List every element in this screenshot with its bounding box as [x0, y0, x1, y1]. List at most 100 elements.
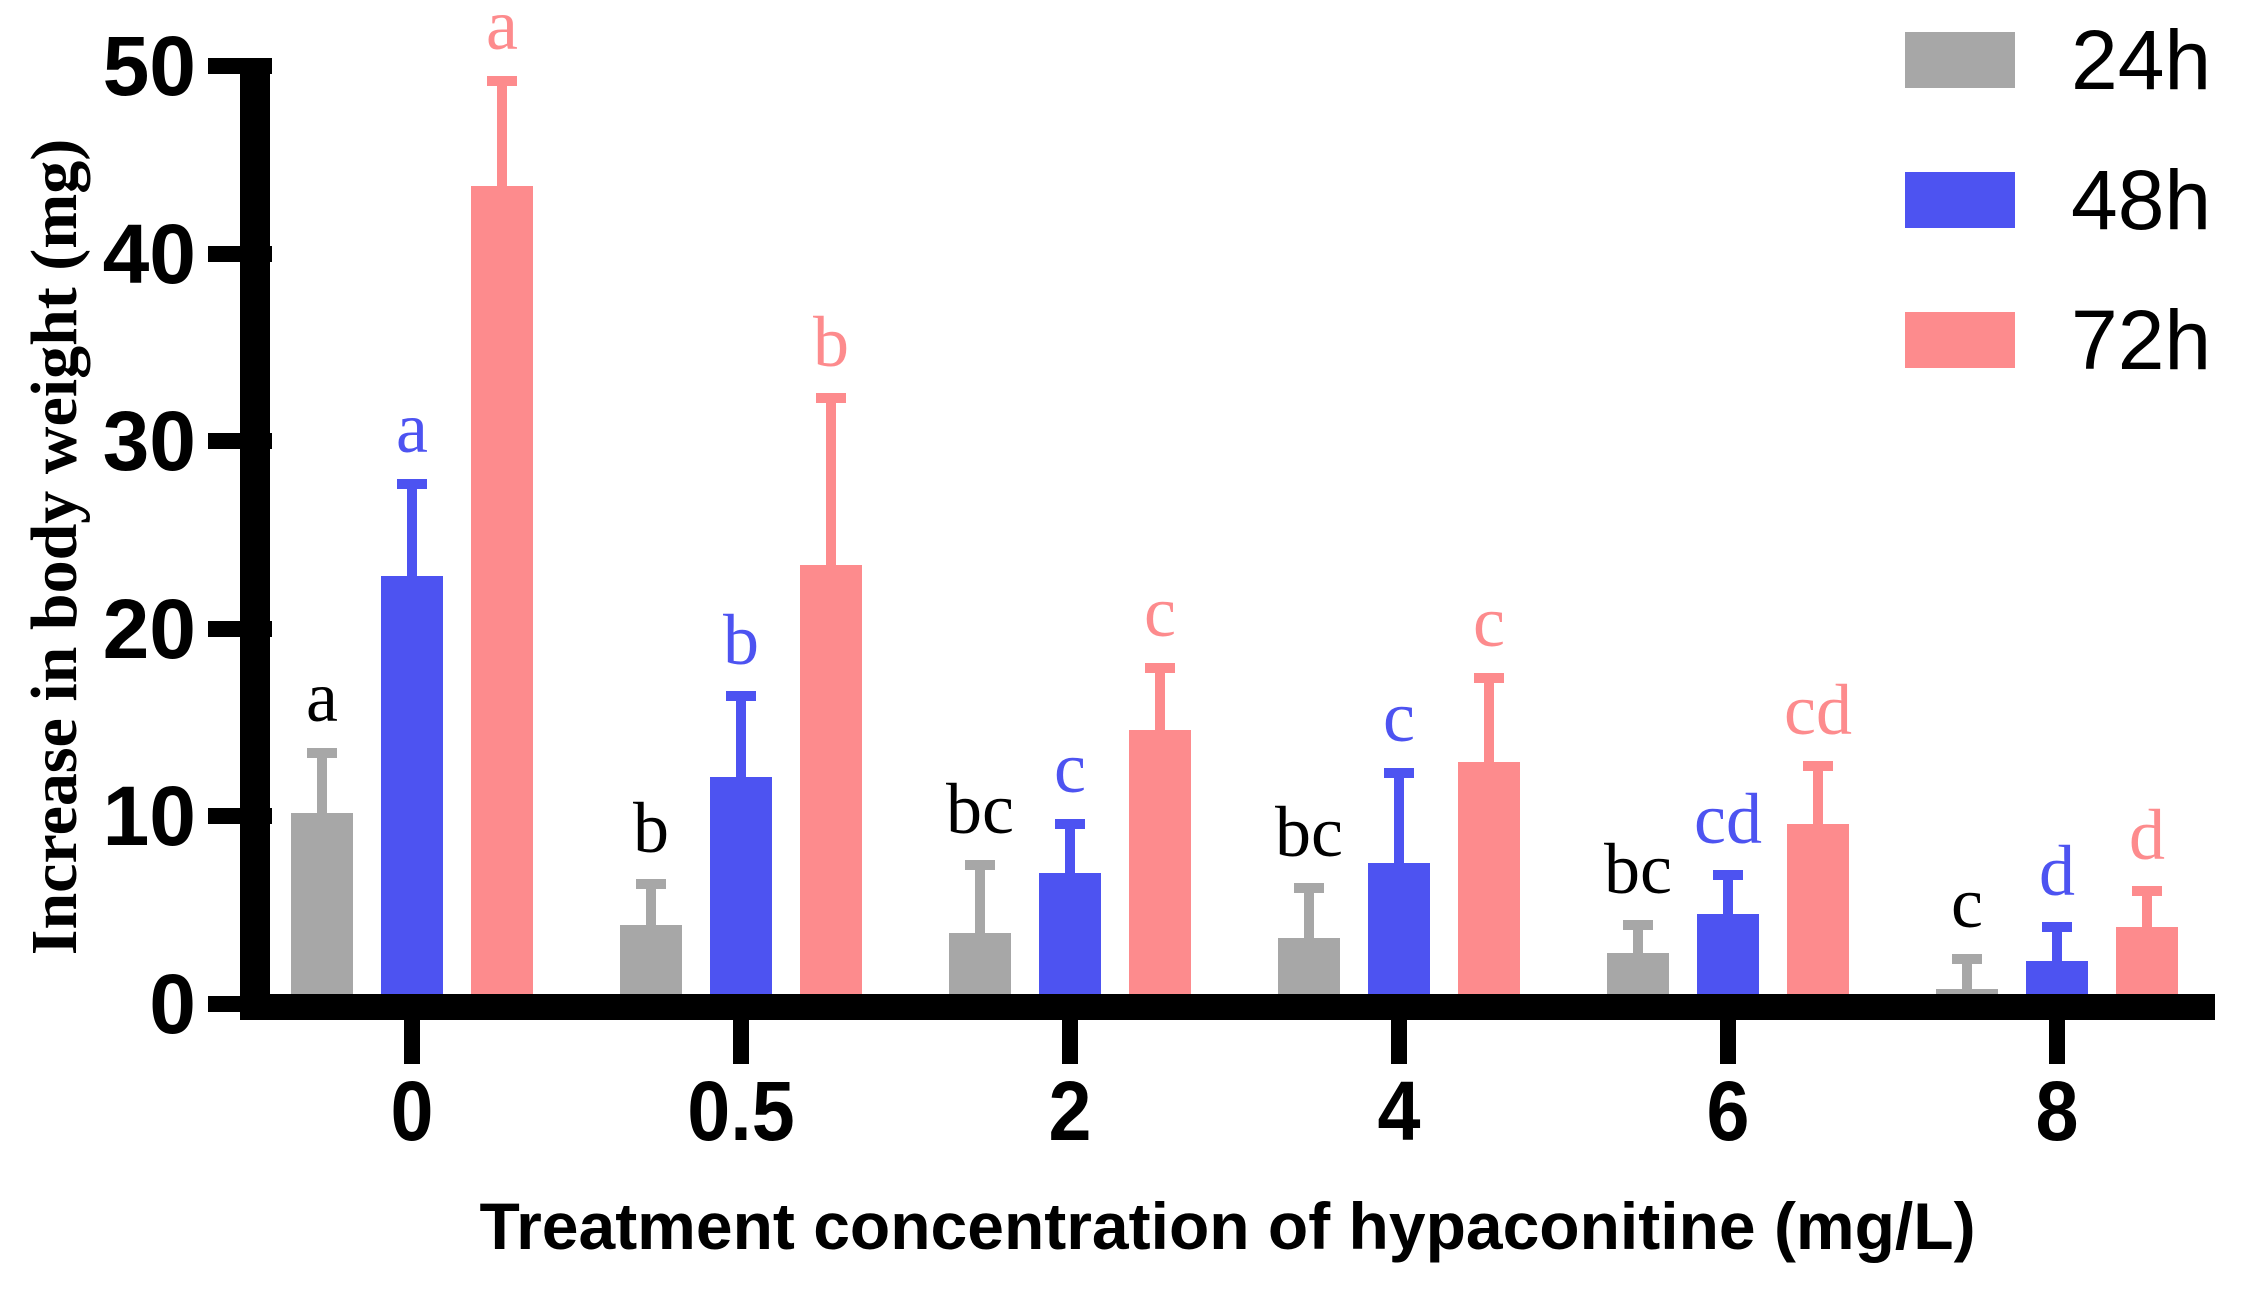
bar-48h-g4	[1697, 913, 1759, 994]
errorbar-cap-72h-g4	[1803, 760, 1833, 771]
legend-item-48h: 48h	[1905, 153, 2212, 247]
legend-label-48h: 48h	[2071, 153, 2212, 247]
errorbar-cap-72h-g2	[1145, 663, 1175, 674]
bar-24h-g0	[291, 812, 353, 994]
x-tick-label-g2: 2	[1048, 1064, 1092, 1158]
legend: 24h 48h 72h	[1905, 13, 2212, 387]
x-tick-label-g3: 4	[1377, 1064, 1421, 1158]
errorbar-line-72h-g0	[497, 81, 507, 187]
legend-item-24h: 24h	[1905, 13, 2212, 107]
y-tick-label-0: 0	[149, 957, 196, 1051]
errorbar-cap-48h-g5	[2042, 922, 2072, 933]
sig-letter-72h-g2: c	[1144, 572, 1176, 653]
x-tick-g5	[2049, 1020, 2065, 1064]
bar-72h-g4	[1787, 823, 1849, 994]
sig-letter-24h-g1: b	[633, 787, 669, 868]
legend-label-24h: 24h	[2071, 13, 2212, 107]
bar-48h-g5	[2026, 960, 2088, 994]
x-tick-label-g5: 8	[2035, 1064, 2079, 1158]
sig-letter-72h-g0: a	[486, 0, 518, 66]
bar-48h-g0	[381, 576, 443, 994]
sig-letter-24h-g0: a	[306, 656, 338, 737]
x-tick-g1	[733, 1020, 749, 1064]
bar-24h-g1	[620, 925, 682, 994]
x-axis-line	[240, 994, 2215, 1020]
errorbar-cap-72h-g0	[487, 76, 517, 87]
bar-72h-g2	[1129, 730, 1191, 994]
x-tick-g3	[1391, 1020, 1407, 1064]
bar-72h-g3	[1458, 762, 1520, 994]
errorbar-line-24h-g5	[1962, 958, 1972, 989]
errorbar-cap-72h-g1	[816, 393, 846, 404]
sig-letter-72h-g3: c	[1473, 581, 1505, 662]
errorbar-line-72h-g1	[826, 398, 836, 566]
bar-24h-g4	[1607, 953, 1669, 994]
sig-letter-24h-g2: bc	[946, 769, 1014, 850]
errorbar-line-48h-g5	[2052, 927, 2062, 961]
legend-item-72h: 72h	[1905, 293, 2212, 387]
bar-24h-g5	[1936, 988, 1998, 994]
sig-letter-24h-g4: bc	[1604, 829, 1672, 910]
legend-swatch-48h	[1905, 172, 2015, 228]
errorbar-cap-72h-g5	[2132, 886, 2162, 897]
x-tick-label-g0: 0	[390, 1064, 434, 1158]
errorbar-cap-24h-g4	[1623, 920, 1653, 931]
errorbar-cap-24h-g5	[1952, 953, 1982, 964]
bar-48h-g1	[710, 777, 772, 994]
errorbar-cap-24h-g3	[1294, 882, 1324, 893]
sig-letter-72h-g1: b	[813, 302, 849, 383]
x-tick-g2	[1062, 1020, 1078, 1064]
errorbar-line-48h-g2	[1065, 823, 1075, 873]
bar-48h-g3	[1368, 863, 1430, 994]
errorbar-line-48h-g4	[1723, 874, 1733, 914]
legend-swatch-72h	[1905, 312, 2015, 368]
errorbar-cap-48h-g1	[726, 691, 756, 702]
errorbar-line-72h-g5	[2142, 891, 2152, 928]
errorbar-line-72h-g2	[1155, 668, 1165, 731]
y-tick-label-50: 50	[102, 19, 196, 114]
legend-label-72h: 72h	[2071, 293, 2212, 387]
errorbar-cap-72h-g3	[1474, 672, 1504, 683]
bar-48h-g2	[1039, 872, 1101, 994]
legend-swatch-24h	[1905, 32, 2015, 88]
sig-letter-48h-g2: c	[1054, 727, 1086, 808]
errorbar-line-24h-g3	[1304, 887, 1314, 939]
bar-72h-g5	[2116, 927, 2178, 994]
x-tick-g4	[1720, 1020, 1736, 1064]
y-axis-line	[240, 58, 270, 1020]
bar-24h-g2	[949, 932, 1011, 994]
x-tick-label-g4: 6	[1706, 1064, 1750, 1158]
y-tick-label-20: 20	[102, 581, 196, 676]
x-tick-g0	[404, 1020, 420, 1064]
bar-72h-g0	[471, 186, 533, 994]
errorbar-cap-24h-g2	[965, 860, 995, 871]
sig-letter-48h-g3: c	[1383, 677, 1415, 758]
errorbar-line-24h-g4	[1633, 925, 1643, 954]
errorbar-line-48h-g0	[407, 484, 417, 577]
errorbar-cap-24h-g0	[307, 747, 337, 758]
y-tick-label-40: 40	[102, 206, 196, 301]
errorbar-line-48h-g1	[736, 696, 746, 778]
sig-letter-48h-g0: a	[396, 388, 428, 469]
errorbar-cap-48h-g3	[1384, 768, 1414, 779]
errorbar-line-72h-g3	[1484, 677, 1494, 763]
y-tick-label-30: 30	[102, 394, 196, 489]
sig-letter-48h-g4: cd	[1694, 778, 1762, 859]
sig-letter-72h-g4: cd	[1784, 669, 1852, 750]
errorbar-cap-48h-g4	[1713, 869, 1743, 880]
errorbar-line-24h-g1	[646, 883, 656, 926]
errorbar-cap-48h-g0	[397, 479, 427, 490]
sig-letter-48h-g1: b	[723, 600, 759, 681]
sig-letter-24h-g5: c	[1951, 862, 1983, 943]
y-tick-label-10: 10	[102, 769, 196, 864]
sig-letter-72h-g5: d	[2129, 795, 2165, 876]
errorbar-line-48h-g3	[1394, 773, 1404, 864]
x-tick-label-g1: 0.5	[687, 1064, 795, 1158]
sig-letter-24h-g3: bc	[1275, 791, 1343, 872]
bar-24h-g3	[1278, 938, 1340, 994]
errorbar-line-72h-g4	[1813, 765, 1823, 824]
errorbar-cap-24h-g1	[636, 878, 666, 889]
sig-letter-48h-g5: d	[2039, 831, 2075, 912]
